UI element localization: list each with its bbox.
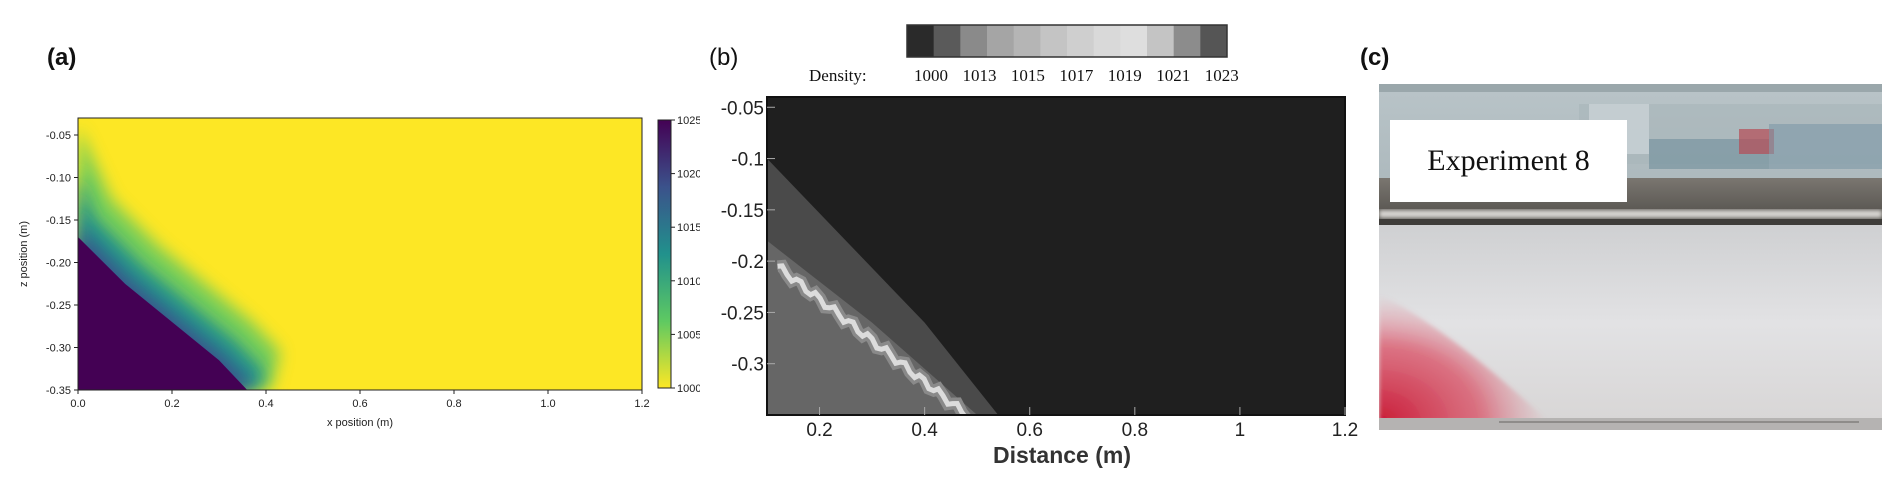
plot-frame-b [766, 96, 1346, 416]
legend-value: 1023 [1205, 66, 1239, 85]
panel-a: (a) 0.0 0.2 0.4 0.6 0.8 1.0 1.2 -0.05 -0.10 -0.15… [0, 0, 700, 495]
legend-swatch [987, 25, 1015, 57]
axes-a: 0.0 0.2 0.4 0.6 0.8 1.0 1.2 -0.05 -0.10 -0.15 -0.2… [46, 117, 650, 410]
legend-value: 1021 [1156, 66, 1190, 85]
colorbar-tick-label: 1000 [677, 383, 700, 395]
colorbar-a: 1025 1020 1015 1010 1005 1000 [657, 115, 700, 395]
density-band-inner [767, 240, 978, 415]
y-tick-label-b: -0.15 [721, 201, 764, 222]
x-tick-label-b: 0.6 [1017, 420, 1043, 441]
x-tick-label-b: 1.2 [1332, 420, 1358, 441]
panel-b-label: (b) [709, 44, 739, 71]
y-axis-label-a: z position (m) [18, 221, 30, 287]
legend-value: 1015 [1011, 66, 1045, 85]
dense-fluid-group [78, 126, 281, 390]
plot-area-b [767, 97, 1345, 415]
panel-a-label: (a) [47, 44, 77, 71]
legend-swatch [1173, 25, 1201, 57]
y-tick-label-a: -0.30 [46, 343, 71, 355]
x-tick-label-a: 1.0 [540, 398, 555, 410]
colorbar-gradient [657, 119, 672, 389]
colorbar-tick-label: 1005 [677, 329, 700, 341]
colorbar-tick-label: 1025 [677, 115, 700, 127]
colorbar-tick-label: 1015 [677, 222, 700, 234]
y-tick-label-b: -0.05 [721, 98, 764, 119]
density-heatmap-a: 0.0 0.2 0.4 0.6 0.8 1.0 1.2 -0.05 -0.10 -0.15 -0.2… [18, 115, 700, 429]
legend-swatch [1120, 25, 1148, 57]
colorbar-tick-label: 1010 [677, 276, 700, 288]
legend-swatch [1147, 25, 1175, 57]
x-tick-label-b: 1 [1235, 420, 1246, 441]
y-tick-label-b: -0.3 [731, 355, 764, 376]
legend-swatch [960, 25, 988, 57]
axes-b: 0.2 0.4 0.6 0.8 1 1.2 -0.05 -0.1 -0.15 -0.2 -0.25 -… [721, 96, 1358, 441]
plot-area-a [78, 118, 642, 390]
y-tick-label-a: -0.15 [46, 215, 71, 227]
legend-swatch [907, 25, 935, 57]
legend-swatch [1040, 25, 1068, 57]
x-axis-label-a: x position (m) [327, 417, 393, 429]
legend-swatch [1200, 25, 1228, 57]
density-bands-group [767, 158, 999, 415]
legend-swatch [1093, 25, 1121, 57]
experiment-photo: Experiment 8 [1379, 84, 1882, 430]
y-tick-label-b: -0.1 [731, 150, 764, 171]
x-tick-label-a: 0.0 [70, 398, 85, 410]
y-tick-label-a: -0.25 [46, 300, 71, 312]
density-legend-title: Density: [809, 66, 867, 85]
y-tick-label-b: -0.25 [721, 303, 764, 324]
y-tick-label-a: -0.10 [46, 173, 71, 185]
density-contour-b: 1000 1013 1015 1017 1019 1021 1023 Density: 0.… [721, 24, 1358, 468]
x-tick-label-b: 0.4 [911, 420, 938, 441]
x-tick-label-b: 0.2 [806, 420, 832, 441]
y-tick-label-a: -0.35 [46, 385, 71, 397]
y-tick-label-b: -0.2 [731, 252, 764, 273]
density-streak-core [777, 263, 967, 415]
dense-fluid-region [78, 237, 248, 390]
colorbar-tick-label: 1020 [677, 169, 700, 181]
legend-value: 1000 [914, 66, 948, 85]
panel-c: (c) [1360, 0, 1892, 495]
legend-frame [906, 24, 1228, 58]
x-tick-label-a: 1.2 [634, 398, 649, 410]
y-tick-label-a: -0.05 [46, 130, 71, 142]
x-tick-label-a: 0.6 [352, 398, 367, 410]
legend-value: 1017 [1059, 66, 1094, 85]
density-legend: 1000 1013 1015 1017 1019 1021 1023 [906, 24, 1239, 85]
panel-b: (b) 1000 1013 1015 1017 1019 1021 1023 Density… [700, 0, 1360, 495]
experiment-label: Experiment 8 [1390, 120, 1627, 202]
legend-swatch [933, 25, 961, 57]
legend-value: 1013 [962, 66, 996, 85]
x-tick-label-b: 0.8 [1122, 420, 1148, 441]
legend-swatch [1067, 25, 1095, 57]
x-tick-label-a: 0.8 [446, 398, 461, 410]
x-tick-label-a: 0.2 [164, 398, 179, 410]
y-tick-label-a: -0.20 [46, 258, 71, 270]
legend-value: 1019 [1108, 66, 1142, 85]
panel-c-label: (c) [1360, 44, 1390, 71]
x-tick-label-a: 0.4 [258, 398, 273, 410]
legend-swatch [1013, 25, 1041, 57]
x-axis-label-b: Distance (m) [993, 442, 1131, 468]
